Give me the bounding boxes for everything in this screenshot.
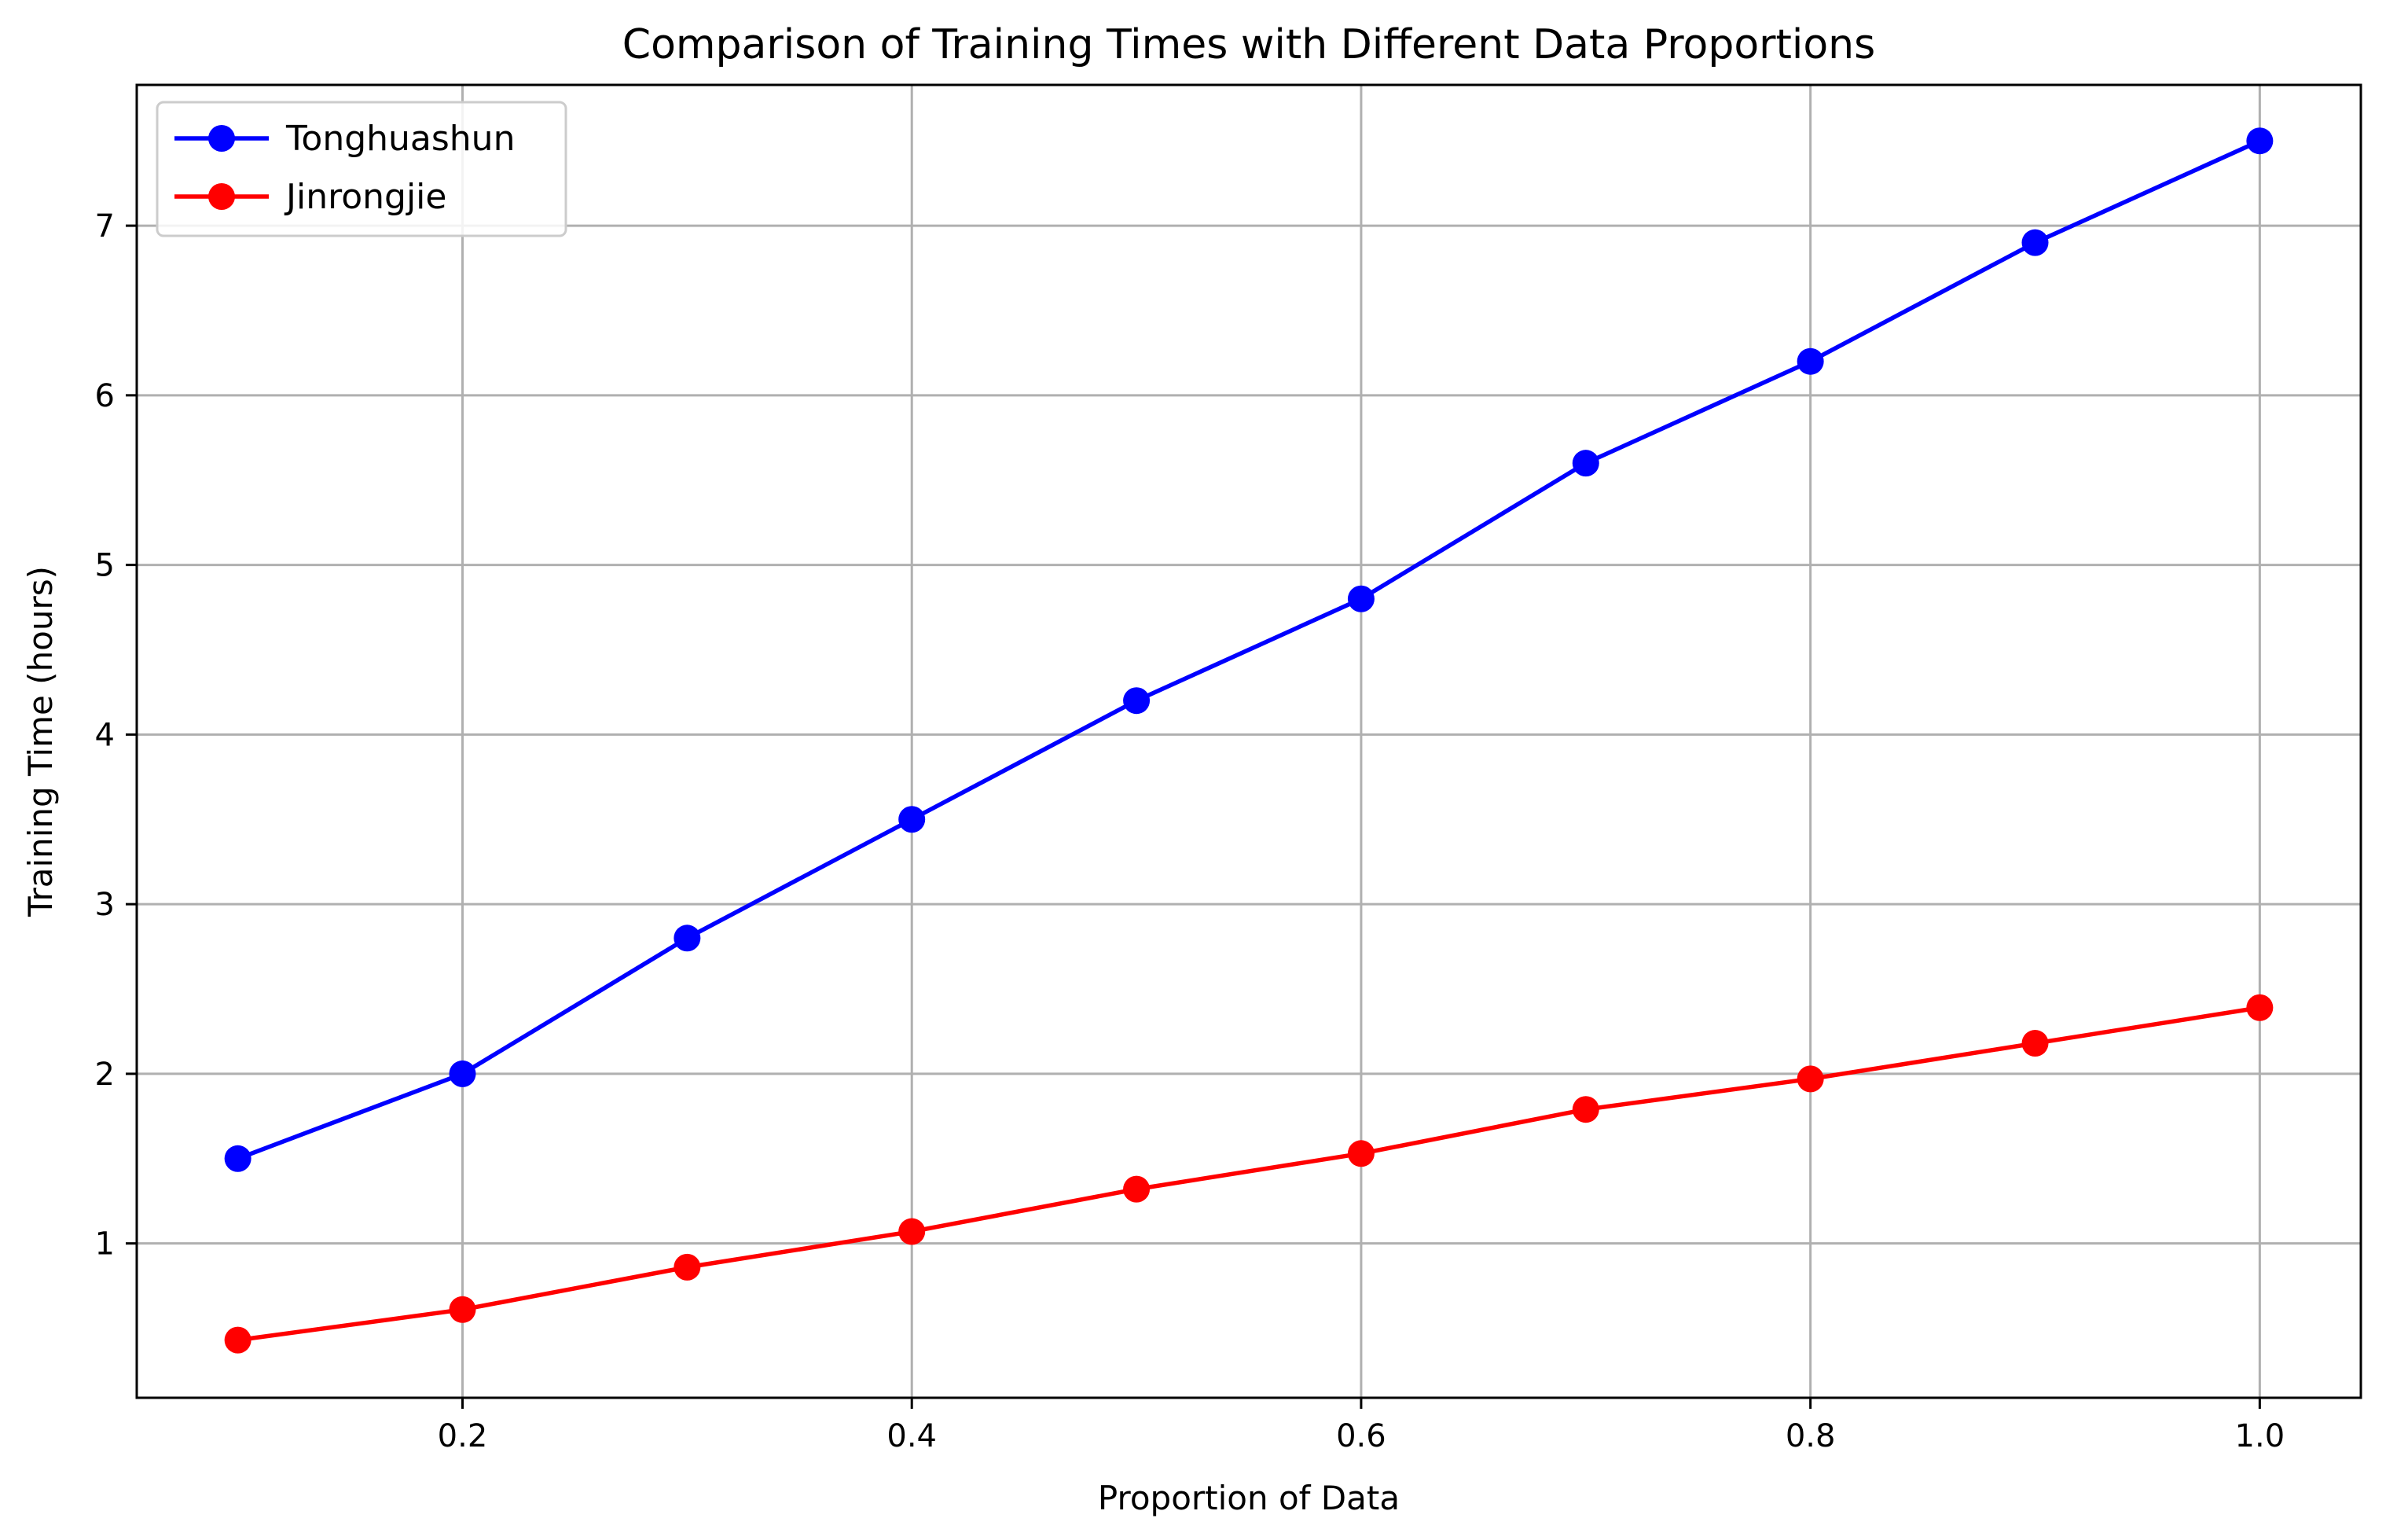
data-point (674, 1253, 701, 1281)
data-point (1572, 1096, 1599, 1123)
series-layer (224, 127, 2274, 1354)
y-tick-label: 3 (95, 887, 115, 923)
series-line (237, 138, 2261, 1161)
data-point (224, 1326, 251, 1354)
y-tick-label: 2 (95, 1057, 115, 1093)
plot-frame (135, 83, 2362, 1399)
data-point (2021, 1030, 2049, 1057)
data-point (224, 1145, 251, 1172)
series-jinrongjie (224, 994, 2274, 1354)
series-line (237, 1005, 2260, 1343)
x-axis-label: Proportion of Data (1098, 1479, 1400, 1517)
axes: 0.2 0.4 0.6 0.8 1.0 1 2 3 4 5 6 7 (95, 83, 2362, 1454)
y-tick-label: 6 (95, 378, 115, 414)
data-point (1347, 585, 1375, 612)
x-tick-label: 0.8 (1786, 1418, 1836, 1454)
grid (137, 85, 2361, 1398)
data-point (449, 1060, 476, 1087)
legend-marker (208, 183, 235, 210)
legend-label: Jinrongjie (284, 177, 446, 217)
data-point (1123, 1175, 1151, 1203)
x-tick-label: 0.2 (438, 1418, 488, 1454)
series-tonghuashun (224, 127, 2274, 1172)
data-point (674, 925, 701, 952)
data-point (1347, 1140, 1375, 1167)
legend-item: Jinrongjie (174, 177, 446, 217)
y-tick-label: 1 (95, 1226, 115, 1263)
y-tick-label: 7 (95, 208, 115, 244)
x-tick-label: 0.6 (1336, 1418, 1386, 1454)
data-point (1123, 687, 1151, 715)
y-tick-label: 5 (95, 548, 115, 584)
data-point (449, 1296, 476, 1323)
data-point (898, 1218, 926, 1245)
legend-marker (208, 125, 235, 152)
chart-title: Comparison of Training Times with Differ… (622, 21, 1875, 68)
data-point (2246, 994, 2274, 1021)
x-tick-label: 1.0 (2235, 1418, 2285, 1454)
legend: Tonghuashun Jinrongjie (156, 101, 567, 237)
x-tick-label: 0.4 (886, 1418, 937, 1454)
data-point (1797, 1065, 1824, 1093)
data-point (898, 806, 926, 833)
data-point (1572, 450, 1599, 477)
legend-item: Tonghuashun (174, 119, 515, 159)
y-tick-label: 4 (95, 717, 115, 753)
legend-box (156, 101, 567, 237)
data-point (2246, 127, 2274, 155)
legend-label: Tonghuashun (285, 119, 515, 159)
data-point (2021, 229, 2049, 256)
data-point (1797, 347, 1824, 375)
y-axis-label: Training Time (hours) (21, 566, 60, 917)
